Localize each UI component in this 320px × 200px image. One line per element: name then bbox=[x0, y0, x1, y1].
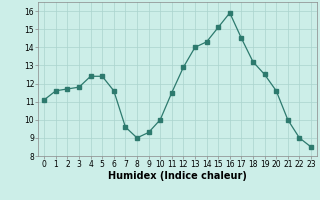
X-axis label: Humidex (Indice chaleur): Humidex (Indice chaleur) bbox=[108, 171, 247, 181]
